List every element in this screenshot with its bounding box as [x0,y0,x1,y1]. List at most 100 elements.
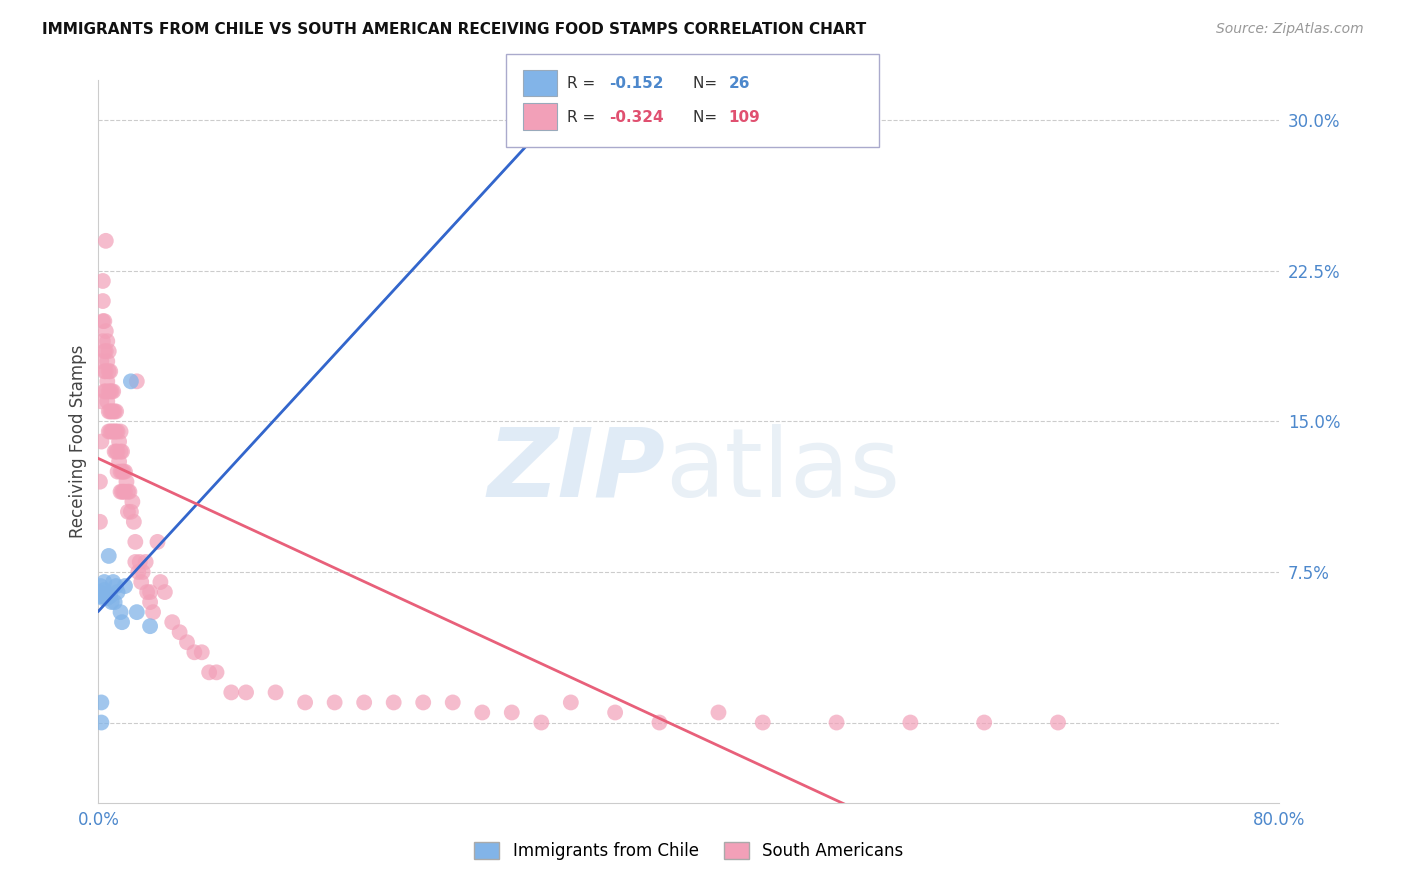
Point [93,344,115,359]
Point [501,706,523,720]
Text: 109: 109 [728,110,761,125]
Point [90,715,112,730]
Point [530,715,553,730]
Point [124,534,146,549]
Point [100,425,122,439]
Text: -0.324: -0.324 [609,110,664,125]
Point [105,425,128,439]
Point [139,619,162,633]
Point [97,549,120,563]
Point [91,334,114,349]
Point [89,475,111,489]
Point [176,635,198,649]
Point [97,384,120,399]
Point [128,555,150,569]
Point [93,384,115,399]
Point [91,274,114,288]
Text: atlas: atlas [665,424,900,517]
Point [100,384,122,399]
Point [110,465,132,479]
Point [264,685,287,699]
Text: Source: ZipAtlas.com: Source: ZipAtlas.com [1216,22,1364,37]
Point [96,375,118,389]
Point [118,484,141,499]
Point [94,344,117,359]
Point [183,645,205,659]
Point [100,404,122,418]
Point [105,579,128,593]
Point [198,665,221,680]
Point [112,465,135,479]
Point [90,354,112,368]
Point [94,364,117,378]
Point [605,706,627,720]
Point [107,444,129,458]
Point [382,696,405,710]
Point [104,595,127,609]
Text: -0.152: -0.152 [609,76,664,91]
Point [94,587,117,601]
Point [973,715,995,730]
Point [93,364,115,378]
Point [139,595,162,609]
Point [104,444,127,458]
Point [121,494,143,508]
Point [129,574,152,589]
Point [136,585,159,599]
Point [103,384,125,399]
Point [235,685,257,699]
Point [104,425,127,439]
Point [114,465,136,479]
Point [120,505,142,519]
Point [221,685,243,699]
Point [122,515,145,529]
Point [98,364,121,378]
Point [115,475,138,489]
Text: ZIP: ZIP [488,424,665,517]
Point [98,589,121,603]
Point [97,425,120,439]
Point [103,574,125,589]
Point [127,565,149,579]
Point [91,589,114,603]
Point [1046,715,1070,730]
Point [110,425,132,439]
Point [94,589,117,603]
Point [707,706,730,720]
Point [107,585,129,599]
Point [98,425,121,439]
Point [90,696,112,710]
Point [648,715,671,730]
Point [93,574,115,589]
Point [90,434,112,449]
Point [104,404,127,418]
Point [108,434,131,449]
Point [105,404,128,418]
Point [162,615,183,630]
Text: IMMIGRANTS FROM CHILE VS SOUTH AMERICAN RECEIVING FOOD STAMPS CORRELATION CHART: IMMIGRANTS FROM CHILE VS SOUTH AMERICAN … [42,22,866,37]
Point [205,665,228,680]
Point [132,565,155,579]
Point [91,314,114,328]
Point [93,314,115,328]
Point [471,706,494,720]
Point [191,645,214,659]
Point [97,404,120,418]
Point [107,465,129,479]
Point [97,364,120,378]
Text: N=: N= [693,76,723,91]
Text: R =: R = [567,110,600,125]
Point [125,605,148,619]
Point [89,585,111,599]
Point [107,425,129,439]
Point [91,293,114,308]
Point [114,579,136,593]
Point [103,425,125,439]
Point [110,444,132,458]
Point [135,555,157,569]
Point [117,505,139,519]
Point [90,394,112,409]
Point [112,484,135,499]
Y-axis label: Receiving Food Stamps: Receiving Food Stamps [69,345,87,538]
Point [560,696,582,710]
